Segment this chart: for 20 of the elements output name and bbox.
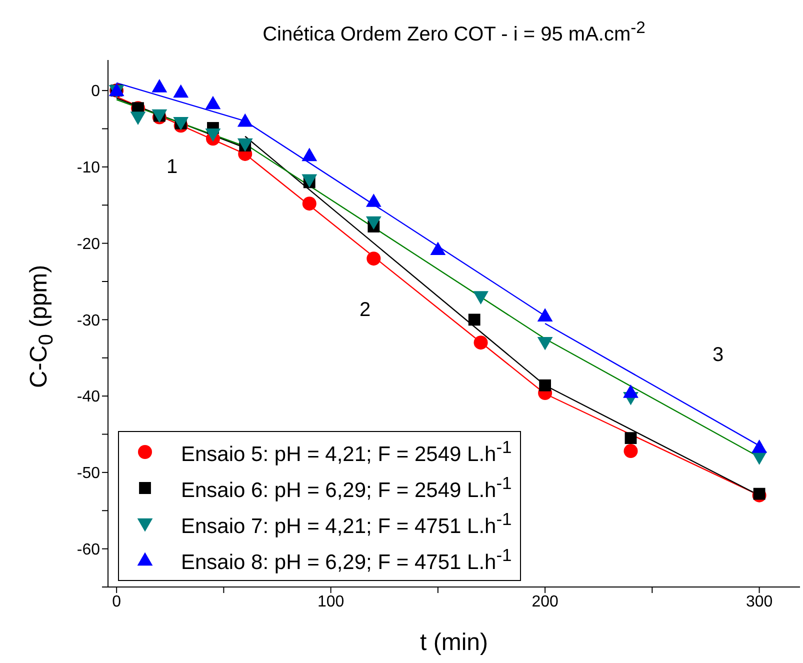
annotation: 2 [358,298,372,322]
y-tick-label: -60 [76,541,100,558]
annotation: 1 [165,155,179,179]
y-tick-label: -20 [76,236,100,253]
legend-label: Ensaio 6: pH = 6,29; F = 2549 L.h$^{-1}$ [181,473,512,503]
x-tick-label: 100 [317,593,344,610]
y-tick-label: -50 [76,465,100,482]
y-tick-label: 0 [91,83,100,100]
x-tick-label: 0 [112,593,122,610]
annotation: 3 [711,343,725,367]
x-tick-label: 300 [746,593,773,610]
legend-label: Ensaio 8: pH = 6,29; F = 4751 L.h$^{-1}$ [181,545,512,575]
y-tick-label: -30 [76,312,100,330]
x-tick-label: 200 [532,593,558,610]
legend-label: Ensaio 5: pH = 4,21; F = 2549 L.h$^{-1}$ [181,437,512,467]
x-axis-title: t (min) [419,629,489,657]
y-tick-label: -10 [76,160,100,177]
chart-title: Cinética Ordem Zero COT - i = 95 mA.cm$^{-2}$ [262,18,646,47]
y-tick-label: -40 [76,388,100,406]
legend-label: Ensaio 7: pH = 4,21; F = 4751 L.h$^{-1}$ [181,509,512,539]
